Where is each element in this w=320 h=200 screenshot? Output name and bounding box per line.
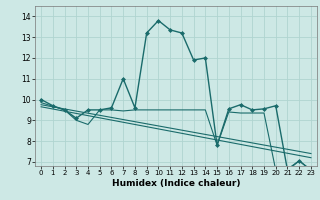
X-axis label: Humidex (Indice chaleur): Humidex (Indice chaleur): [112, 179, 240, 188]
